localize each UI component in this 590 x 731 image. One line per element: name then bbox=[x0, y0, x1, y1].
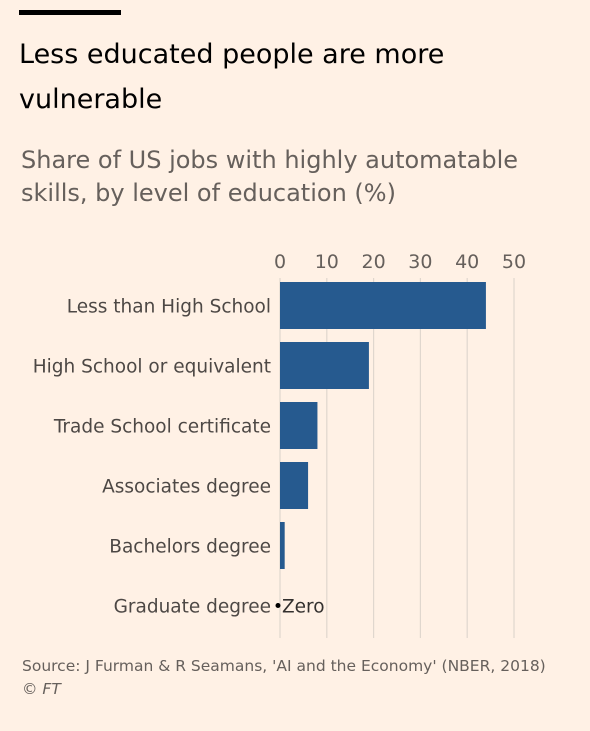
bar-2 bbox=[280, 402, 318, 449]
bar-chart: 0 10 20 30 40 50 Less than High School High Sch… bbox=[33, 251, 526, 638]
zero-marker-5 bbox=[275, 603, 281, 608]
category-label-4: Bachelors degree bbox=[109, 537, 271, 558]
bar-3 bbox=[280, 462, 309, 509]
category-label-0: Less than High School bbox=[67, 297, 271, 318]
x-tick-label-50: 50 bbox=[502, 251, 526, 273]
category-label-5: Graduate degree bbox=[114, 597, 271, 618]
annotation-zero: Zero bbox=[282, 597, 325, 618]
bar-4 bbox=[280, 522, 285, 569]
x-tick-label-40: 40 bbox=[455, 251, 479, 273]
top-rule bbox=[19, 10, 121, 15]
bar-0 bbox=[280, 282, 486, 329]
source-text: Source: J Furman & R Seamans, 'AI and th… bbox=[22, 657, 546, 675]
category-label-3: Associates degree bbox=[102, 477, 271, 498]
credit-text: © FT bbox=[22, 680, 61, 698]
category-label-2: Trade School certificate bbox=[53, 417, 271, 438]
source-note: Source: J Furman & R Seamans, 'AI and th… bbox=[22, 655, 572, 701]
category-label-1: High School or equivalent bbox=[33, 357, 271, 378]
x-tick-label-10: 10 bbox=[315, 251, 339, 273]
bar-1 bbox=[280, 342, 369, 389]
x-tick-label-20: 20 bbox=[362, 251, 386, 273]
chart-title: Less educated people are more vulnerable bbox=[19, 39, 445, 115]
x-tick-label-0: 0 bbox=[274, 251, 286, 273]
chart-subtitle: Share of US jobs with highly automatable… bbox=[21, 146, 519, 207]
x-tick-label-30: 30 bbox=[408, 251, 432, 273]
